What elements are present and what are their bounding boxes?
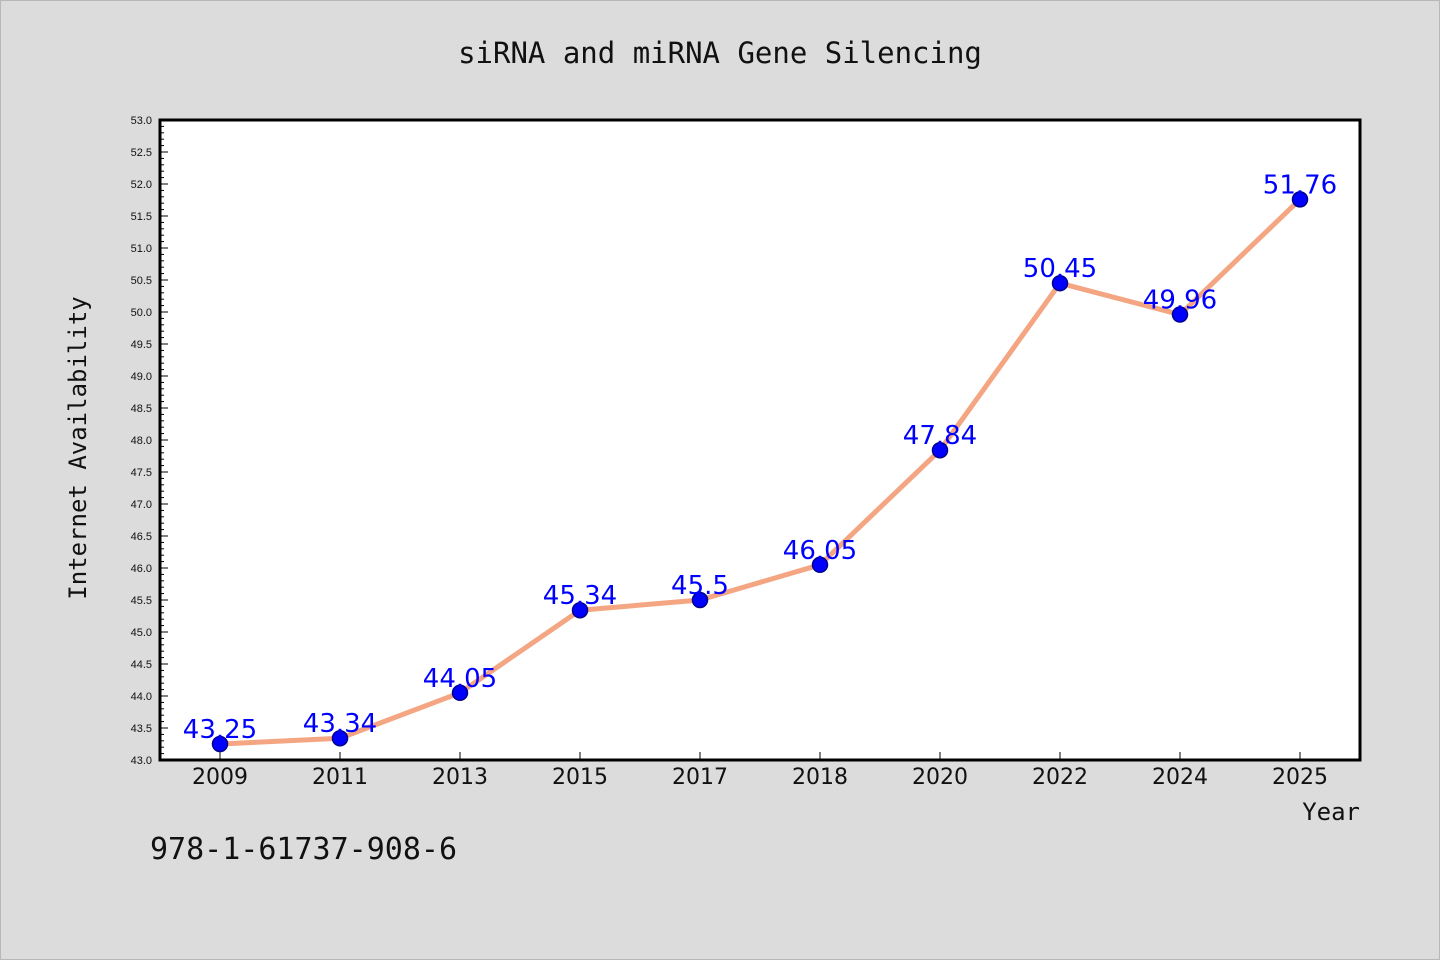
data-label: 46.05 xyxy=(783,536,857,566)
y-tick-label: 43.0 xyxy=(131,755,152,767)
y-tick-label: 47.5 xyxy=(131,467,152,479)
x-tick-label: 2009 xyxy=(192,765,248,790)
y-tick-label: 49.5 xyxy=(131,339,152,351)
series-markers xyxy=(211,191,1309,753)
x-tick-label: 2013 xyxy=(432,765,488,790)
y-tick-label: 49.0 xyxy=(131,371,152,383)
data-label: 43.25 xyxy=(183,715,257,745)
data-label: 47.84 xyxy=(903,421,977,451)
x-tick-label: 2024 xyxy=(1152,765,1208,790)
data-point xyxy=(1171,306,1189,323)
y-tick-label: 53.0 xyxy=(131,115,152,127)
y-tick-label: 45.0 xyxy=(131,627,152,639)
data-label: 45.5 xyxy=(671,571,729,601)
data-point xyxy=(571,601,589,619)
x-tick-label: 2025 xyxy=(1272,765,1328,790)
data-point xyxy=(931,441,949,459)
x-tick-label: 2020 xyxy=(912,765,968,790)
y-tick-label: 46.5 xyxy=(131,531,152,543)
data-point xyxy=(211,735,229,753)
data-label: 49.96 xyxy=(1143,286,1217,316)
x-tick-label: 2015 xyxy=(552,765,608,790)
isbn-code: 978-1-61737-908-6 xyxy=(150,832,458,867)
chart-title: siRNA and miRNA Gene Silencing xyxy=(458,36,982,70)
data-point xyxy=(1051,274,1069,292)
y-tick-label: 48.0 xyxy=(131,435,152,447)
x-axis-label: Year xyxy=(1302,798,1360,826)
y-tick-label: 46.0 xyxy=(131,563,152,575)
y-tick-label: 51.0 xyxy=(131,243,152,255)
data-label: 50.45 xyxy=(1023,254,1097,284)
series-line xyxy=(217,196,1303,747)
data-point xyxy=(451,684,469,702)
x-tick-label: 2017 xyxy=(672,765,728,790)
data-point xyxy=(811,556,829,574)
y-axis-label: Internet Availability xyxy=(64,296,92,599)
y-tick-label: 51.5 xyxy=(131,211,152,223)
x-tick-label: 2011 xyxy=(312,765,368,790)
y-tick-label: 44.5 xyxy=(131,659,152,671)
data-label: 45.34 xyxy=(543,581,617,611)
plot-area xyxy=(158,118,1362,762)
y-tick-label: 44.0 xyxy=(131,691,152,703)
data-point xyxy=(1291,191,1309,208)
data-labels: 43.25 43.34 44.05 45.34 45.5 46.05 47.84 50.45 4… xyxy=(183,170,1337,745)
series-polyline xyxy=(217,196,1303,747)
y-tick-label: 52.5 xyxy=(131,147,152,159)
data-label: 44.05 xyxy=(423,664,497,694)
y-axis: 43.0 43.5 44.0 44.5 45.0 45.5 46.0 46.5 47.0 47.5… xyxy=(131,115,168,767)
y-tick-label: 50.5 xyxy=(131,275,152,287)
y-tick-label: 47.0 xyxy=(131,499,152,511)
data-point xyxy=(691,591,709,609)
y-tick-label: 45.5 xyxy=(131,595,152,607)
x-tick-label: 2022 xyxy=(1032,765,1088,790)
data-label: 43.34 xyxy=(303,709,377,739)
x-tick-label: 2018 xyxy=(792,765,848,790)
x-axis: 2009 2011 2013 2015 2017 2018 2020 2022 2024 2025 xyxy=(192,752,1328,790)
y-tick-label: 48.5 xyxy=(131,403,152,415)
data-label: 51.76 xyxy=(1263,170,1337,200)
y-tick-label: 43.5 xyxy=(131,723,152,735)
y-tick-label: 50.0 xyxy=(131,307,152,319)
y-tick-label: 52.0 xyxy=(131,179,152,191)
data-point xyxy=(331,729,349,747)
